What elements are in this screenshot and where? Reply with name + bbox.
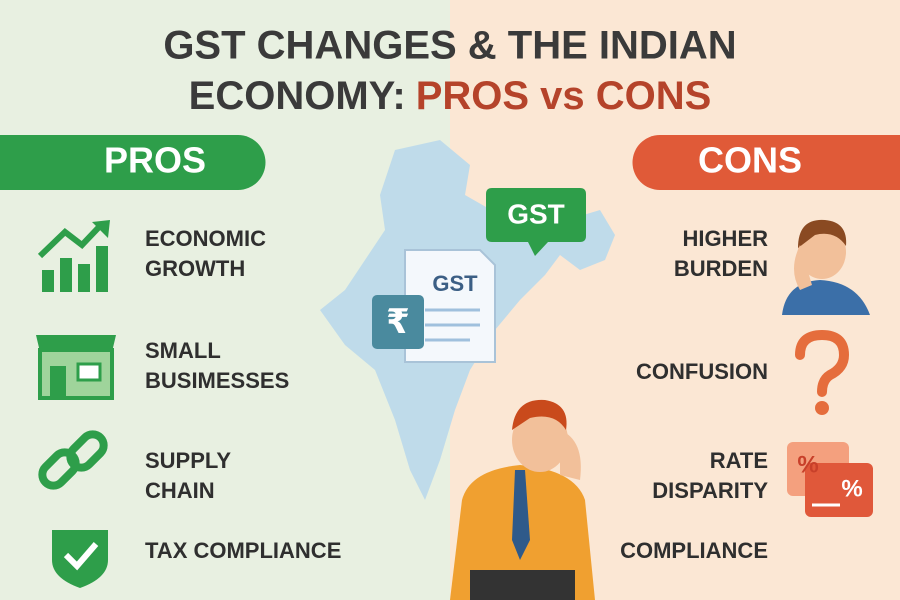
document-icon [404, 249, 496, 363]
pros-item-label: GROWTH [145, 256, 245, 281]
percent-icon [787, 442, 873, 517]
cons-item-label: DISPARITY [652, 478, 768, 503]
document-label: GST [432, 271, 478, 296]
rupee-icon [372, 295, 424, 349]
pros-item-label: ECONOMIC [145, 226, 266, 251]
title-start: ECONOMY: [189, 74, 406, 118]
cons-header: CONS [698, 140, 802, 181]
cons-item-label: RATE [710, 448, 768, 473]
pros-item-label: CHAIN [145, 478, 215, 503]
pros-item-label: SUPPLY [145, 448, 231, 473]
chain-icon [38, 430, 108, 490]
shield-icon [52, 530, 108, 588]
bubble-label: GST [507, 198, 565, 229]
title-line-1: GST CHANGES & THE INDIAN [163, 24, 736, 68]
percent-symbol-back: % [797, 451, 818, 478]
pros-item-label: SMALL [145, 338, 221, 363]
question-icon [795, 329, 850, 415]
cons-item-label: HIGHER [682, 226, 768, 251]
cons-item-label: BURDEN [674, 256, 768, 281]
rupee-symbol: ₹ [386, 303, 410, 341]
stressed-man [450, 399, 595, 600]
speech-bubble [486, 188, 586, 256]
title-line-2: ECONOMY: PROS vs CONS [189, 74, 712, 118]
pros-header-pill [0, 135, 266, 190]
title-highlight: PROS vs CONS [416, 74, 712, 118]
shop-icon [36, 335, 116, 400]
pros-item-label: TAX COMPLIANCE [145, 538, 341, 563]
pros-item-label: BUSIMESSES [145, 368, 289, 393]
percent-symbol-front: % [841, 475, 862, 502]
growth-icon [37, 220, 110, 292]
worried-person-icon [782, 219, 870, 315]
cons-header-pill [632, 135, 900, 190]
pros-header: PROS [104, 140, 206, 181]
item-labels: ECONOMIC GROWTH SMALL BUSIMESSES SUPPLY CHAIN… [145, 226, 768, 563]
cons-item-label: CONFUSION [636, 359, 768, 384]
cons-item-label: COMPLIANCE [620, 538, 768, 563]
